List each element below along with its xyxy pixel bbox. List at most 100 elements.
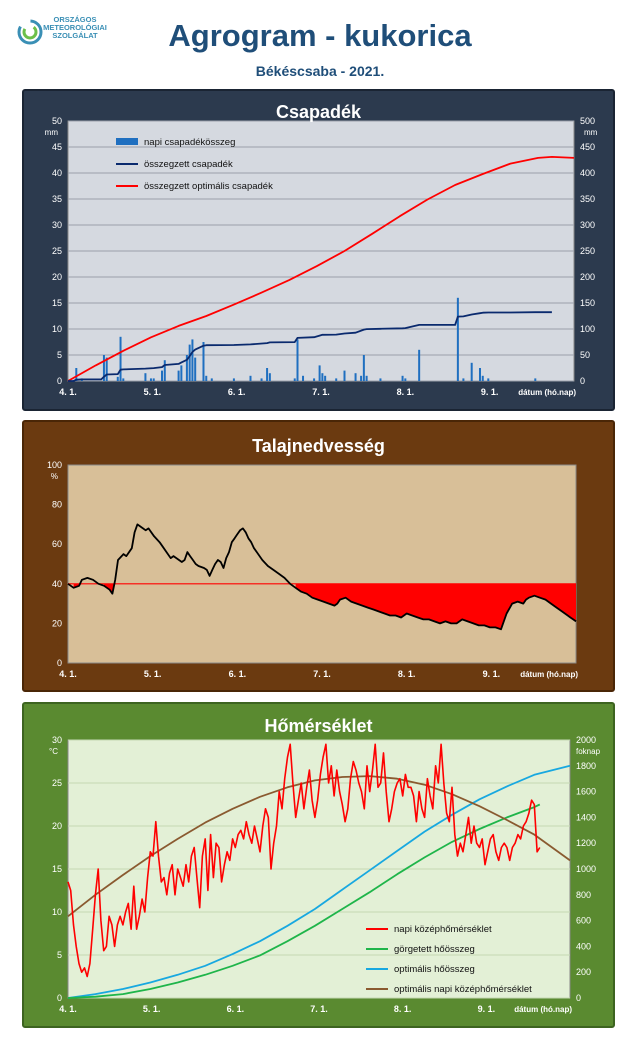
y-tick-label: 20 (52, 618, 62, 628)
precip-bar (205, 375, 208, 381)
precip-bar (360, 375, 363, 381)
deficit-area (73, 583, 576, 630)
y-right-tick-label: 250 (580, 246, 595, 256)
precip-bar (293, 378, 296, 381)
y-right-tick-label: 800 (576, 890, 591, 900)
y-tick-label: 20 (52, 272, 62, 282)
x-tick-label: 9. 1. (481, 387, 499, 397)
temperature-panel: Hőmérséklet 0 5 10 15 20 25 30 °C 4. 1. 5. 1. 6. 1… (22, 702, 615, 1028)
x-axis-label: dátum (hó.nap) (520, 670, 578, 679)
precip-bar (379, 378, 382, 381)
y-right-tick-label: 100 (580, 324, 595, 334)
precip-bar (456, 297, 459, 381)
precip-bar (268, 373, 271, 381)
precip-bar (487, 378, 490, 381)
precip-bar (122, 378, 125, 381)
x-tick-label: 7. 1. (310, 1004, 328, 1014)
legend-daily-temp-label: napi középhőmérséklet (394, 924, 492, 935)
y-tick-label: 25 (52, 778, 62, 788)
precipitation-chart: 0 5 10 15 20 25 30 35 40 45 50 mm 4. 1. 5. 1. 6. 1. 7. … (45, 116, 598, 397)
x-tick-label: 7. 1. (313, 669, 331, 679)
precip-bar (161, 370, 164, 381)
precip-bar (144, 373, 147, 381)
precip-bar (194, 357, 197, 381)
y-tick-label: 50 (52, 116, 62, 126)
precip-bar (266, 368, 269, 381)
y-tick-label: 10 (52, 907, 62, 917)
precip-bar (418, 349, 421, 381)
legend-optimal-label: összegzett optimális csapadék (144, 181, 273, 192)
y-tick-label: 25 (52, 246, 62, 256)
y-right-tick-label: 1600 (576, 787, 596, 797)
precip-bar (102, 355, 105, 381)
y-unit-label: mm (45, 128, 59, 137)
y-tick-label: 30 (52, 220, 62, 230)
page-header: ORSZÁGOS METEOROLÓGIAI SZOLGÁLAT Agrogra… (0, 0, 640, 88)
y-unit-label: °C (49, 747, 58, 756)
y-right-tick-label: 200 (576, 967, 591, 977)
precip-bar (462, 378, 465, 381)
soil-moisture-chart: 0 20 40 60 80 100% 4. 1. 5. 1. 6. 1. 7. 1. 8. 1. 9.… (47, 460, 578, 679)
precip-bar (401, 375, 404, 381)
y-right-tick-label: 1000 (576, 864, 596, 874)
y-tick-label: 30 (52, 735, 62, 745)
y-tick-label: 5 (57, 950, 62, 960)
y-tick-label: 20 (52, 821, 62, 831)
y-tick-label: 15 (52, 864, 62, 874)
precip-bar (210, 378, 213, 381)
precip-bar (534, 378, 537, 381)
y-right-tick-label: 400 (580, 168, 595, 178)
y-tick-label: 35 (52, 194, 62, 204)
y-right-tick-label: 1200 (576, 838, 596, 848)
precipitation-title: Csapadék (275, 102, 362, 122)
precip-bar (318, 365, 321, 381)
y-right-tick-label: 500 (580, 116, 595, 126)
precip-bar (302, 375, 305, 381)
y-right-tick-label: 50 (580, 350, 590, 360)
precip-bar (75, 368, 78, 381)
precip-bar (260, 378, 263, 381)
y-tick-label: 0 (57, 993, 62, 1003)
x-tick-label: 8. 1. (394, 1004, 412, 1014)
precip-bar (180, 365, 183, 381)
x-tick-label: 5. 1. (144, 669, 162, 679)
precip-bar (343, 370, 346, 381)
soil-moisture-line (67, 523, 577, 631)
precip-bar (177, 370, 180, 381)
x-axis-label: dátum (hó.nap) (518, 388, 576, 397)
precip-bar (404, 378, 407, 381)
precip-bar (335, 378, 338, 381)
precip-bar (313, 378, 316, 381)
y-tick-label: 0 (57, 658, 62, 668)
y-right-tick-label: 1800 (576, 761, 596, 771)
y-tick-label: 10 (52, 324, 62, 334)
precip-bar (324, 375, 327, 381)
y-tick-label: 80 (52, 500, 62, 510)
y-right-tick-label: 200 (580, 272, 595, 282)
rolling-heat-sum-line (67, 803, 541, 999)
x-tick-label: 4. 1. (59, 387, 77, 397)
page-subtitle: Békéscsaba - 2021. (255, 63, 385, 79)
y-right-tick-label: 600 (576, 916, 591, 926)
y-right-unit-label: foknap (576, 747, 601, 756)
precip-bar (105, 357, 108, 381)
precipitation-panel: Csapadék 0 5 10 15 20 25 30 35 40 45 50 mm 4. 1. 5. 1… (22, 89, 615, 411)
legend-optimal-heat-label: optimális hőösszeg (394, 964, 475, 975)
x-tick-label: 6. 1. (227, 1004, 245, 1014)
y-tick-label: 5 (57, 350, 62, 360)
page-title: Agrogram - kukorica (168, 18, 472, 53)
x-tick-label: 9. 1. (478, 1004, 496, 1014)
plot-area (67, 464, 577, 664)
precip-bar (365, 375, 368, 381)
y-tick-label: 60 (52, 539, 62, 549)
y-unit-label: % (51, 472, 58, 481)
precip-bar (362, 355, 365, 381)
precip-bar (321, 373, 324, 381)
precip-bar (478, 368, 481, 381)
omsz-logo (17, 19, 43, 45)
x-tick-label: 8. 1. (398, 669, 416, 679)
y-right-tick-label: 2000 (576, 735, 596, 745)
precip-bar (152, 378, 155, 381)
legend-daily-precip-label: napi csapadékösszeg (144, 137, 235, 148)
x-tick-label: 6. 1. (229, 669, 247, 679)
